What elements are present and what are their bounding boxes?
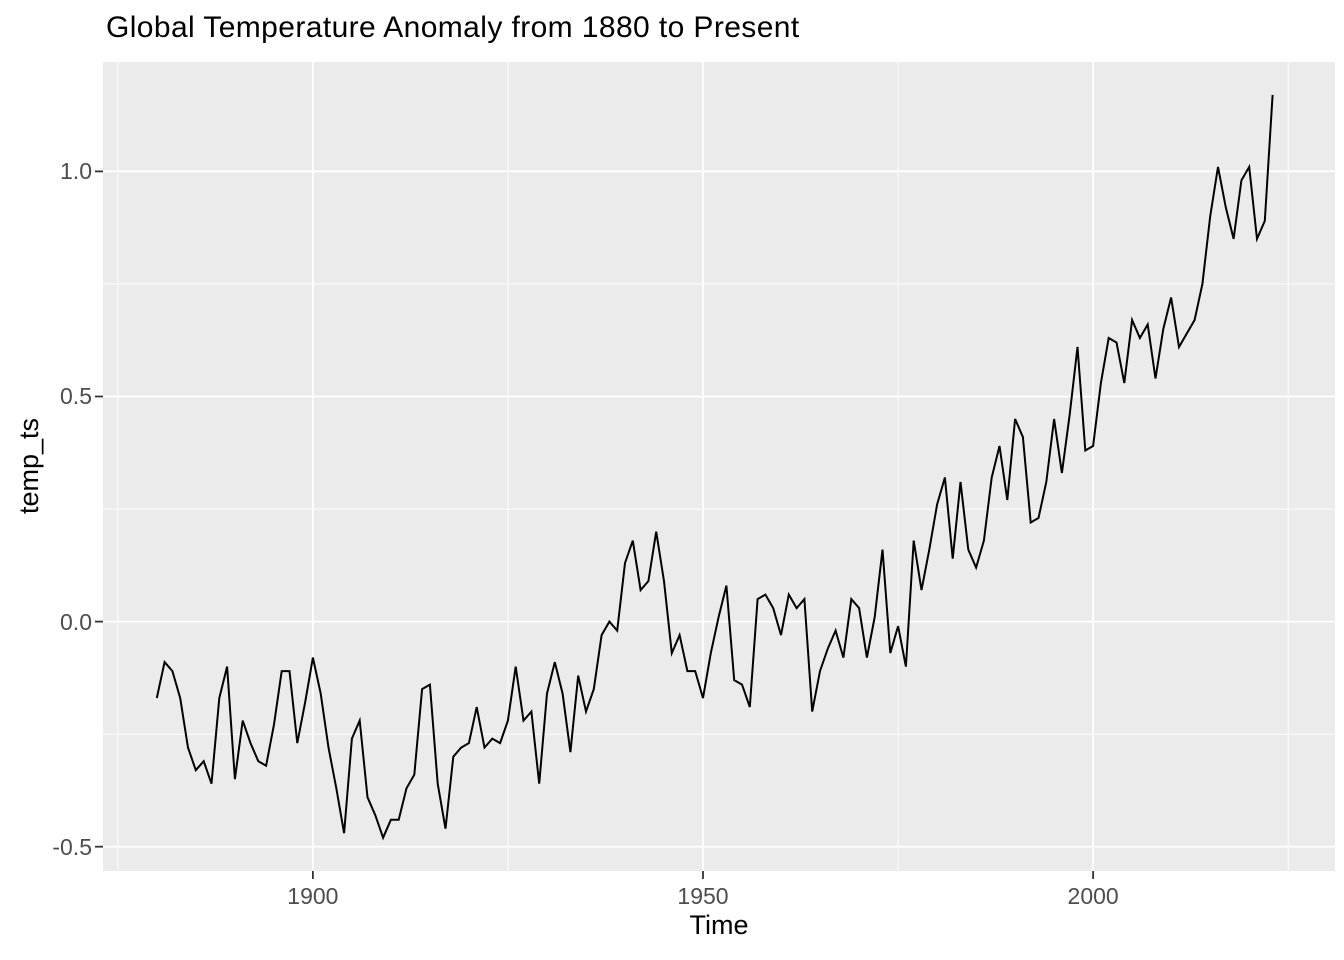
y-tick-label: 0.0 bbox=[60, 608, 92, 635]
plot-panel bbox=[103, 62, 1335, 871]
x-tick-label: 1900 bbox=[287, 883, 339, 909]
y-tick-label: 0.5 bbox=[60, 383, 92, 410]
y-tick-label: 1.0 bbox=[60, 158, 92, 185]
y-tick-label: -0.5 bbox=[52, 833, 92, 860]
chart-title: Global Temperature Anomaly from 1880 to … bbox=[106, 11, 800, 44]
x-tick-label: 2000 bbox=[1067, 883, 1119, 909]
x-tick-label: 1950 bbox=[677, 883, 729, 909]
x-axis-title: Time bbox=[689, 910, 749, 940]
y-axis-title: temp_ts bbox=[14, 417, 44, 515]
temperature-line bbox=[155, 94, 1274, 841]
